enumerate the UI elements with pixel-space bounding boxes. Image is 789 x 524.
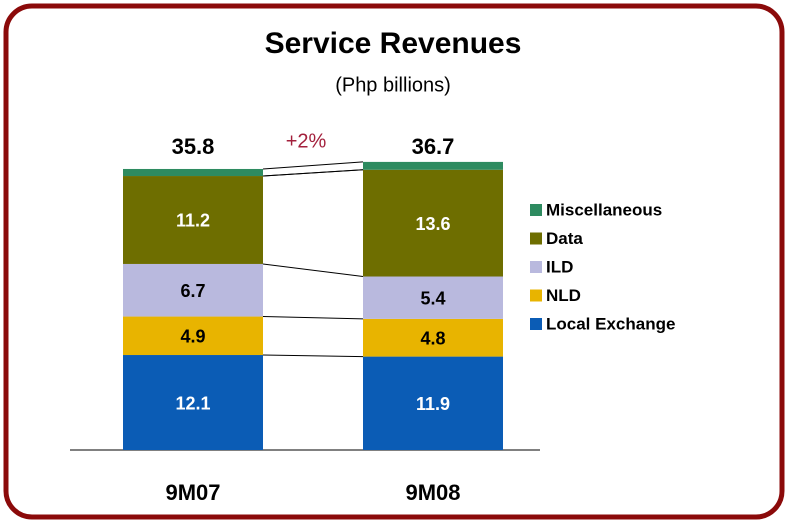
- bar-segment: [363, 356, 503, 450]
- annotation: +2%: [286, 130, 327, 152]
- x-tick-label: 9M07: [165, 480, 220, 505]
- value-label: 12.1: [175, 393, 210, 413]
- legend-label: Local Exchange: [546, 314, 675, 333]
- legend-label: NLD: [546, 286, 581, 305]
- bar-segment: [123, 168, 263, 177]
- legend-swatch: [530, 261, 542, 273]
- total-label: 35.8: [172, 134, 215, 159]
- legend-swatch: [530, 318, 542, 330]
- bar-segment: [363, 161, 503, 170]
- legend-swatch: [530, 289, 542, 302]
- value-label: 11.9: [416, 394, 450, 414]
- value-label: 13.6: [415, 214, 450, 234]
- legend-swatch: [530, 232, 542, 245]
- connector: [262, 161, 364, 170]
- total-label: 36.7: [412, 134, 455, 159]
- value-label: 6.7: [180, 281, 205, 301]
- bar-segment: [363, 169, 503, 277]
- legend-label: Miscellaneous: [546, 200, 662, 219]
- x-tick-label: 9M08: [405, 480, 460, 505]
- chart-subtitle: (Php billions): [335, 74, 451, 96]
- value-label: 4.8: [420, 328, 445, 348]
- connector: [262, 169, 364, 177]
- value-label: 4.9: [180, 327, 205, 347]
- bar-segment: [363, 318, 503, 357]
- bar-segment: [123, 355, 263, 450]
- legend-label: Data: [546, 229, 583, 248]
- chart-title: Service Revenues: [265, 27, 522, 60]
- connector: [262, 316, 364, 320]
- legend-label: ILD: [546, 257, 573, 276]
- bar-segment: [123, 263, 263, 317]
- connector: [262, 354, 364, 358]
- value-label: 5.4: [420, 288, 445, 308]
- value-label: 11.2: [176, 211, 210, 231]
- bar-segment: [363, 276, 503, 319]
- legend-swatch: [530, 204, 542, 216]
- bar-segment: [123, 176, 263, 264]
- bar-segment: [123, 316, 263, 356]
- connector: [262, 263, 364, 278]
